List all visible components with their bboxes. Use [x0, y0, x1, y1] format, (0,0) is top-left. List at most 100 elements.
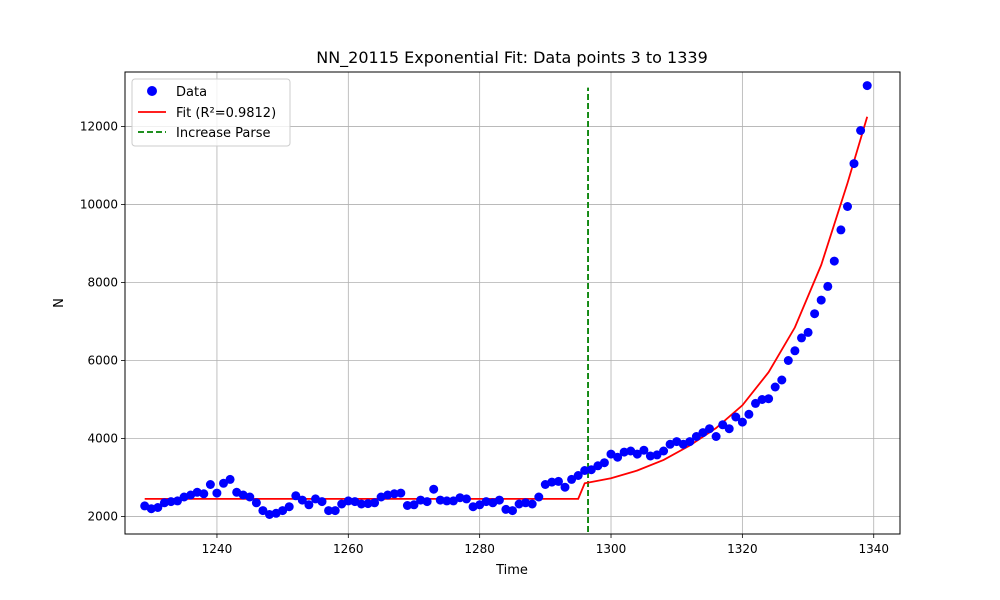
data-point — [429, 484, 439, 494]
data-point — [409, 500, 419, 510]
legend-data-label: Data — [176, 85, 207, 100]
data-point — [402, 501, 412, 510]
data-point — [199, 489, 209, 499]
data-point — [711, 432, 721, 441]
data-point — [816, 295, 826, 305]
data-point — [508, 506, 517, 516]
data-point — [652, 450, 662, 460]
data-point — [731, 412, 741, 422]
legend: Data Fit (R²=0.9812) Increase Parse — [131, 78, 291, 147]
y-tick-label: 12000 — [80, 120, 118, 134]
data-point — [442, 496, 452, 506]
data-point — [659, 446, 669, 456]
data-point — [284, 502, 294, 512]
data-point — [462, 494, 471, 504]
data-point — [639, 445, 649, 455]
data-point — [613, 452, 623, 462]
data-point — [856, 126, 866, 135]
data-point — [560, 482, 570, 492]
data-point — [330, 506, 340, 516]
data-point — [862, 81, 872, 91]
data-point — [573, 471, 583, 480]
data-point — [567, 474, 577, 484]
data-point — [317, 497, 327, 507]
x-tick-label: 1320 — [727, 542, 758, 556]
data-point — [166, 497, 176, 507]
data-point — [258, 506, 268, 516]
data-point — [744, 409, 754, 419]
data-point — [389, 489, 399, 499]
data-point — [212, 488, 222, 498]
data-point — [363, 499, 373, 509]
data-point — [304, 500, 314, 510]
y-axis-label: N — [52, 298, 67, 308]
data-point — [685, 437, 695, 447]
y-tick-label: 6000 — [87, 354, 118, 368]
data-point — [718, 420, 728, 430]
data-point — [849, 159, 859, 169]
chart-title: NN_20115 Exponential Fit: Data points 3 … — [316, 48, 708, 68]
legend-box — [131, 78, 291, 147]
x-tick-label: 1280 — [464, 542, 495, 556]
data-point — [422, 497, 432, 507]
data-point — [777, 375, 787, 385]
legend-data-marker — [147, 86, 157, 96]
data-point — [751, 398, 760, 408]
x-axis-label: Time — [495, 563, 528, 578]
data-point — [632, 449, 642, 459]
data-point — [783, 356, 793, 365]
data-point — [225, 474, 235, 484]
x-tick-label: 1300 — [596, 542, 627, 556]
data-point — [278, 506, 288, 516]
data-point — [586, 465, 596, 475]
data-points-layer — [140, 81, 872, 519]
data-point — [691, 432, 701, 441]
data-point — [823, 281, 833, 291]
data-point — [810, 309, 820, 319]
x-tick-label: 1240 — [202, 542, 233, 556]
data-point — [698, 428, 708, 438]
plot-area-frame — [124, 71, 901, 535]
x-tick-label: 1260 — [333, 542, 364, 556]
data-point — [829, 256, 839, 266]
data-point — [396, 488, 406, 498]
data-point — [245, 492, 255, 502]
data-point — [803, 327, 813, 337]
data-point — [790, 346, 800, 356]
data-point — [219, 478, 228, 488]
y-tick-label: 8000 — [87, 276, 118, 290]
data-point — [764, 394, 774, 404]
data-point — [297, 495, 307, 505]
data-point — [370, 498, 380, 508]
data-point — [153, 503, 163, 512]
data-point — [797, 333, 806, 343]
x-tick-label: 1340 — [858, 542, 889, 556]
data-point — [843, 202, 852, 211]
y-tick-label: 2000 — [87, 509, 118, 523]
y-axis-ticks: 2000 4000 6000 8000 10000 12000 — [80, 120, 125, 523]
data-point — [356, 499, 366, 509]
y-tick-label: 4000 — [87, 431, 118, 445]
data-point — [324, 506, 334, 516]
data-point — [534, 492, 544, 502]
legend-increase-parse-label: Increase Parse — [176, 126, 271, 141]
data-point — [291, 491, 301, 501]
data-point — [205, 480, 215, 489]
data-point — [580, 466, 590, 475]
data-point — [554, 476, 563, 486]
grid-lines — [125, 72, 900, 534]
data-point — [836, 225, 846, 235]
data-point — [770, 382, 780, 392]
data-point — [527, 499, 537, 509]
y-tick-label: 10000 — [80, 198, 118, 212]
legend-fit-label: Fit (R²=0.9812) — [176, 106, 276, 121]
data-point — [173, 496, 182, 506]
data-point — [494, 495, 504, 505]
data-point — [599, 458, 609, 468]
data-point — [251, 498, 261, 508]
data-point — [547, 477, 557, 487]
data-point — [343, 496, 353, 506]
data-point — [724, 424, 734, 434]
data-point — [737, 417, 747, 427]
